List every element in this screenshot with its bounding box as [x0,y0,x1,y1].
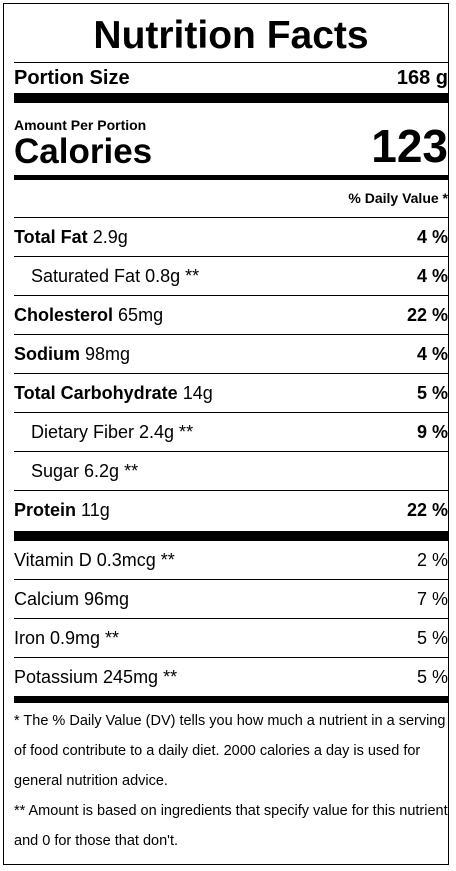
nutrient-amount: 14g [182,382,213,403]
vitamin-name: Potassium 245mg ** [14,666,178,687]
nutrient-dv: 22 % [406,304,448,325]
label-title: Nutrition Facts [93,14,369,57]
vitamin-row-calcium: Calcium 96mg 7 % [14,580,448,619]
nutrient-row-total-carbohydrate: Total Carbohydrate 14g 5 % [14,374,448,413]
vitamin-name: Calcium 96mg [14,588,130,609]
portion-size-row: Portion Size 168 g [14,62,448,93]
label-content: Nutrition Facts Portion Size 168 g Amoun… [14,4,448,856]
nutrient-dv: 9 % [416,421,448,442]
nutrient-row-dietary-fiber: Dietary Fiber 2.4g ** 9 % [14,413,448,452]
portion-size-label: Portion Size [14,66,130,89]
nutrient-amount: 11g [81,499,110,520]
nutrient-dv: 22 % [406,499,448,520]
nutrient-dv: 4 % [416,343,448,364]
vitamin-row-potassium: Potassium 245mg ** 5 % [14,658,448,696]
footnote-amount-basis: ** Amount is based on ingredients that s… [14,803,448,849]
amount-per-portion: Amount Per Portion [14,117,147,133]
nutrient-dv: 5 % [416,382,448,403]
nutrient-row-sodium: Sodium 98mg 4 % [14,335,448,374]
vitamin-dv: 5 % [416,666,448,687]
nutrient-row-saturated-fat: Saturated Fat 0.8g ** 4 % [14,257,448,296]
calories-row: Calories 123 [14,123,448,171]
nutrient-amount: 2.9g [92,226,128,247]
nutrient-name: Sugar 6.2g ** [31,460,139,481]
nutrient-row-sugar: Sugar 6.2g ** [14,452,448,491]
nutrition-label: Nutrition Facts Portion Size 168 g Amoun… [3,3,449,865]
nutrient-name: Sodium [14,343,80,364]
nutrient-dv: 4 % [416,265,448,286]
nutrient-name: Dietary Fiber 2.4g ** [31,421,194,442]
nutrient-row-protein: Protein 11g 22 % [14,491,448,529]
nutrient-row-total-fat: Total Fat 2.9g 4 % [14,218,448,257]
footnotes: * The % Daily Value (DV) tells you how m… [14,703,448,856]
vitamin-dv: 2 % [416,549,448,570]
medium-divider [14,175,448,180]
thick-divider [14,531,448,541]
nutrient-dv: 4 % [416,226,448,247]
vitamin-row-iron: Iron 0.9mg ** 5 % [14,619,448,658]
nutrient-name: Saturated Fat 0.8g ** [31,265,200,286]
portion-size-value: 168 g [396,66,448,89]
nutrient-name: Protein [14,499,77,520]
nutrient-amount: 98mg [85,343,131,364]
nutrient-name: Total Carbohydrate [14,382,178,403]
vitamin-row-vitamin-d: Vitamin D 0.3mcg ** 2 % [14,541,448,580]
nutrient-row-cholesterol: Cholesterol 65mg 22 % [14,296,448,335]
vitamin-name: Vitamin D 0.3mcg ** [14,549,175,570]
daily-value-header: % Daily Value * [14,180,448,218]
nutrient-name: Total Fat [14,226,88,247]
vitamin-dv: 5 % [416,627,448,648]
nutrient-name: Cholesterol [14,304,114,325]
nutrient-amount: 65mg [118,304,164,325]
vitamin-dv: 7 % [416,588,448,609]
footnote-daily-value: * The % Daily Value (DV) tells you how m… [14,713,446,789]
calories-label: Calories [14,132,153,171]
vitamin-name: Iron 0.9mg ** [14,627,120,648]
thick-divider [14,93,448,103]
calories-value: 123 [371,120,448,172]
medium-divider [14,696,448,703]
